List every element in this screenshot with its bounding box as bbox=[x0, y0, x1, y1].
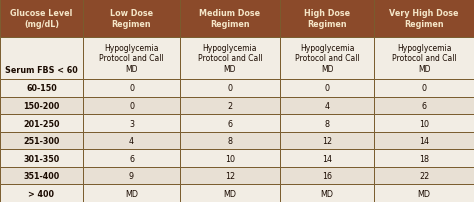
Bar bbox=[280, 132, 374, 150]
Text: 10: 10 bbox=[419, 119, 429, 128]
Bar bbox=[0, 115, 83, 132]
Text: 0: 0 bbox=[228, 84, 232, 93]
Text: 12: 12 bbox=[225, 171, 235, 180]
Text: 8: 8 bbox=[325, 119, 329, 128]
Bar bbox=[83, 80, 180, 97]
Bar bbox=[280, 115, 374, 132]
Bar bbox=[0, 150, 83, 167]
Text: 6: 6 bbox=[422, 101, 427, 110]
Text: 14: 14 bbox=[419, 136, 429, 145]
Text: MD: MD bbox=[223, 189, 237, 198]
Bar bbox=[280, 37, 374, 80]
Text: 301-350: 301-350 bbox=[23, 154, 60, 163]
Bar bbox=[374, 150, 474, 167]
Bar bbox=[83, 115, 180, 132]
Bar bbox=[280, 185, 374, 202]
Bar bbox=[374, 115, 474, 132]
Text: 3: 3 bbox=[129, 119, 134, 128]
Bar bbox=[374, 0, 474, 37]
Text: 6: 6 bbox=[228, 119, 232, 128]
Text: 150-200: 150-200 bbox=[23, 101, 60, 110]
Bar bbox=[0, 0, 83, 37]
Bar bbox=[180, 80, 280, 97]
Bar bbox=[83, 150, 180, 167]
Text: 60-150: 60-150 bbox=[26, 84, 57, 93]
Bar bbox=[374, 97, 474, 115]
Text: MD: MD bbox=[418, 189, 431, 198]
Bar bbox=[180, 0, 280, 37]
Bar bbox=[83, 37, 180, 80]
Bar bbox=[180, 185, 280, 202]
Bar bbox=[280, 0, 374, 37]
Bar bbox=[180, 115, 280, 132]
Text: Hypoglycemia
Protocol and Call
MD: Hypoglycemia Protocol and Call MD bbox=[295, 43, 359, 74]
Text: MD: MD bbox=[125, 189, 138, 198]
Bar bbox=[180, 167, 280, 185]
Text: Glucose Level
(mg/dL): Glucose Level (mg/dL) bbox=[10, 9, 73, 28]
Text: 18: 18 bbox=[419, 154, 429, 163]
Bar bbox=[0, 132, 83, 150]
Text: High Dose
Regimen: High Dose Regimen bbox=[304, 9, 350, 28]
Bar bbox=[0, 37, 83, 80]
Bar bbox=[83, 0, 180, 37]
Text: 22: 22 bbox=[419, 171, 429, 180]
Bar bbox=[374, 132, 474, 150]
Text: 6: 6 bbox=[129, 154, 134, 163]
Bar bbox=[374, 185, 474, 202]
Bar bbox=[374, 80, 474, 97]
Text: 201-250: 201-250 bbox=[23, 119, 60, 128]
Bar bbox=[180, 132, 280, 150]
Bar bbox=[0, 185, 83, 202]
Text: 14: 14 bbox=[322, 154, 332, 163]
Text: 0: 0 bbox=[422, 84, 427, 93]
Text: Very High Dose
Regimen: Very High Dose Regimen bbox=[390, 9, 459, 28]
Text: Serum FBS < 60: Serum FBS < 60 bbox=[5, 66, 78, 75]
Text: 4: 4 bbox=[325, 101, 329, 110]
Bar bbox=[180, 97, 280, 115]
Text: > 400: > 400 bbox=[28, 189, 55, 198]
Text: Low Dose
Regimen: Low Dose Regimen bbox=[110, 9, 153, 28]
Bar bbox=[0, 167, 83, 185]
Text: 10: 10 bbox=[225, 154, 235, 163]
Bar bbox=[280, 97, 374, 115]
Bar bbox=[280, 167, 374, 185]
Bar bbox=[0, 97, 83, 115]
Bar bbox=[180, 150, 280, 167]
Text: Medium Dose
Regimen: Medium Dose Regimen bbox=[200, 9, 260, 28]
Bar bbox=[280, 150, 374, 167]
Bar bbox=[374, 167, 474, 185]
Bar bbox=[374, 37, 474, 80]
Text: MD: MD bbox=[320, 189, 334, 198]
Text: 351-400: 351-400 bbox=[23, 171, 60, 180]
Bar bbox=[83, 132, 180, 150]
Bar bbox=[83, 167, 180, 185]
Bar bbox=[280, 80, 374, 97]
Text: Hypoglycemia
Protocol and Call
MD: Hypoglycemia Protocol and Call MD bbox=[99, 43, 164, 74]
Text: 16: 16 bbox=[322, 171, 332, 180]
Bar bbox=[180, 37, 280, 80]
Bar bbox=[0, 80, 83, 97]
Text: 0: 0 bbox=[325, 84, 329, 93]
Text: 12: 12 bbox=[322, 136, 332, 145]
Bar bbox=[83, 97, 180, 115]
Text: 4: 4 bbox=[129, 136, 134, 145]
Text: 0: 0 bbox=[129, 101, 134, 110]
Text: Hypoglycemia
Protocol and Call
MD: Hypoglycemia Protocol and Call MD bbox=[198, 43, 262, 74]
Bar bbox=[83, 185, 180, 202]
Text: Hypoglycemia
Protocol and Call
MD: Hypoglycemia Protocol and Call MD bbox=[392, 43, 456, 74]
Text: 8: 8 bbox=[228, 136, 232, 145]
Text: 0: 0 bbox=[129, 84, 134, 93]
Text: 9: 9 bbox=[129, 171, 134, 180]
Text: 2: 2 bbox=[228, 101, 232, 110]
Text: 251-300: 251-300 bbox=[23, 136, 60, 145]
